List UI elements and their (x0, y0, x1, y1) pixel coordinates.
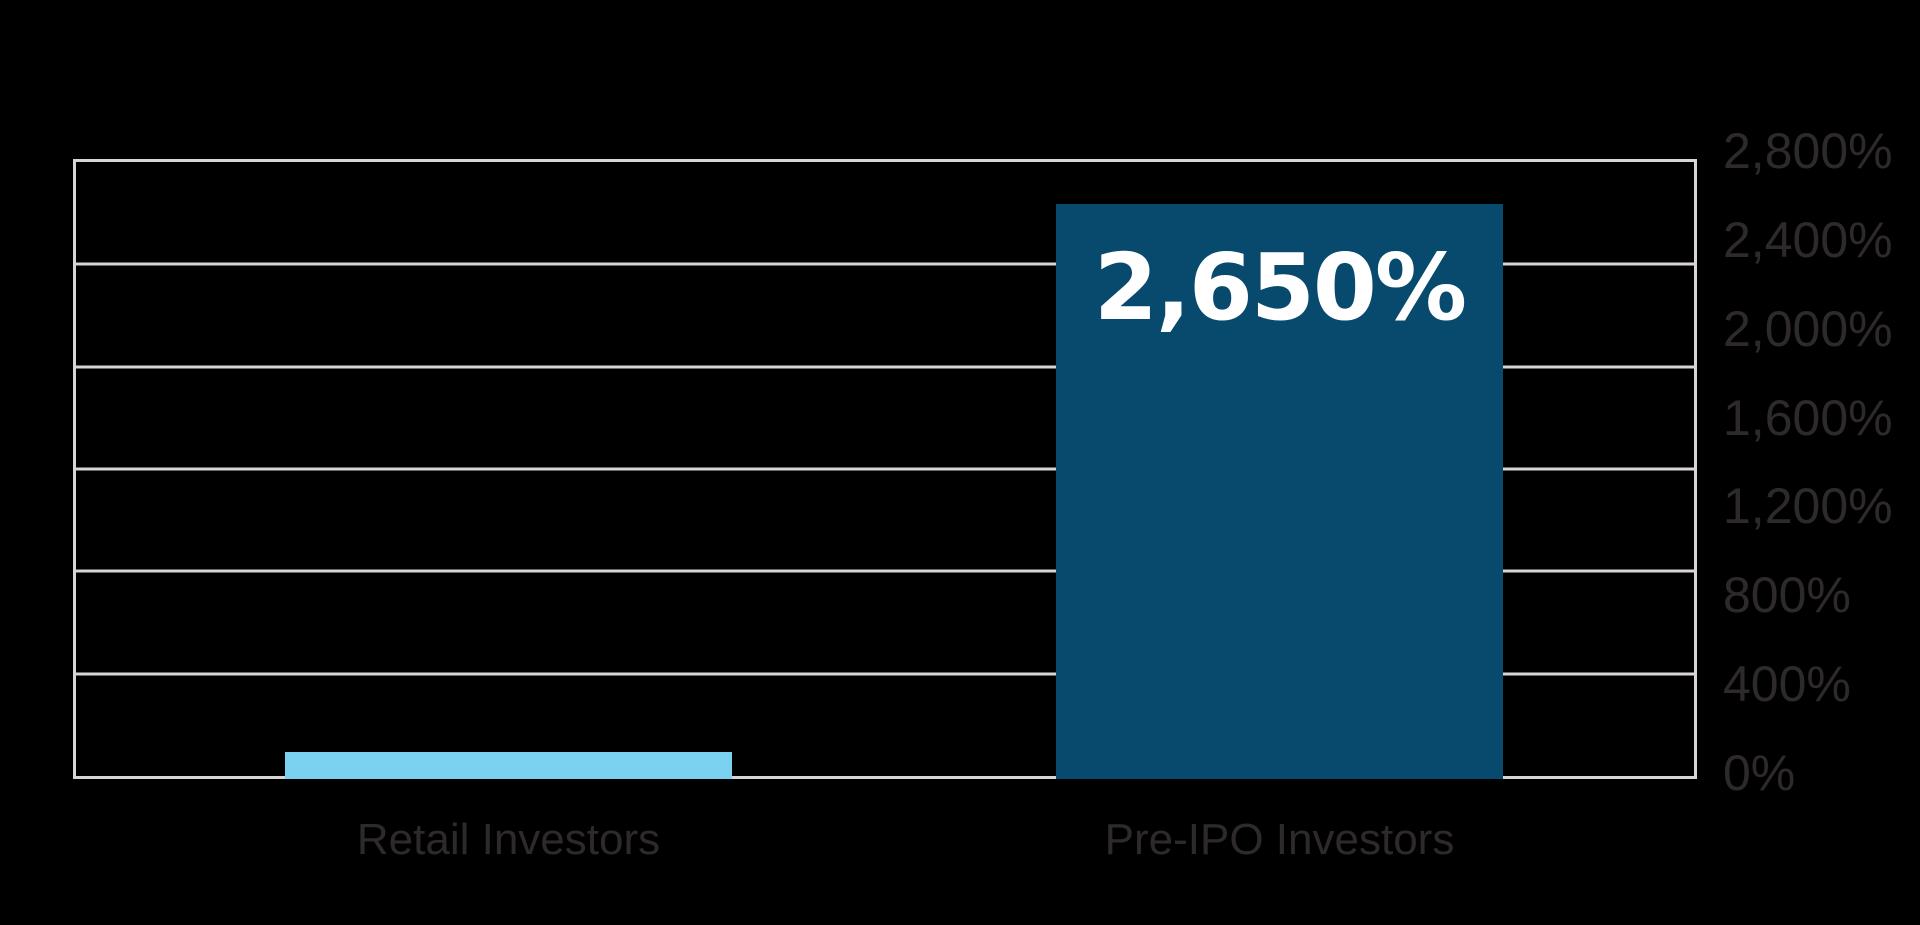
category-label-pre-ipo-investors: Pre-IPO Investors (1104, 815, 1455, 864)
gridline (76, 467, 1694, 471)
gridline (76, 365, 1694, 369)
y-tick-label: 2,800% (1723, 123, 1893, 179)
category-label-retail-investors: Retail Investors (356, 815, 661, 864)
gridline (76, 569, 1694, 573)
y-tick-label: 800% (1723, 567, 1851, 623)
y-tick-label: 1,600% (1723, 390, 1893, 446)
y-tick-label: 400% (1723, 656, 1851, 712)
y-tick-label: 2,000% (1723, 301, 1893, 357)
y-tick-label: 0% (1723, 745, 1796, 801)
y-axis: 2,800% 2,400% 2,000% 1,600% 1,200% 800% … (1723, 0, 1920, 925)
gridline (76, 672, 1694, 676)
y-tick-label: 2,400% (1723, 212, 1893, 268)
plot-area (73, 159, 1697, 779)
y-tick-label: 1,200% (1723, 478, 1893, 534)
bar-value-label: 2,650% (1093, 234, 1467, 341)
bar-pre-ipo-investors: 2,650% (1056, 204, 1503, 779)
gridline (76, 262, 1694, 266)
bar-retail-investors (285, 752, 732, 779)
